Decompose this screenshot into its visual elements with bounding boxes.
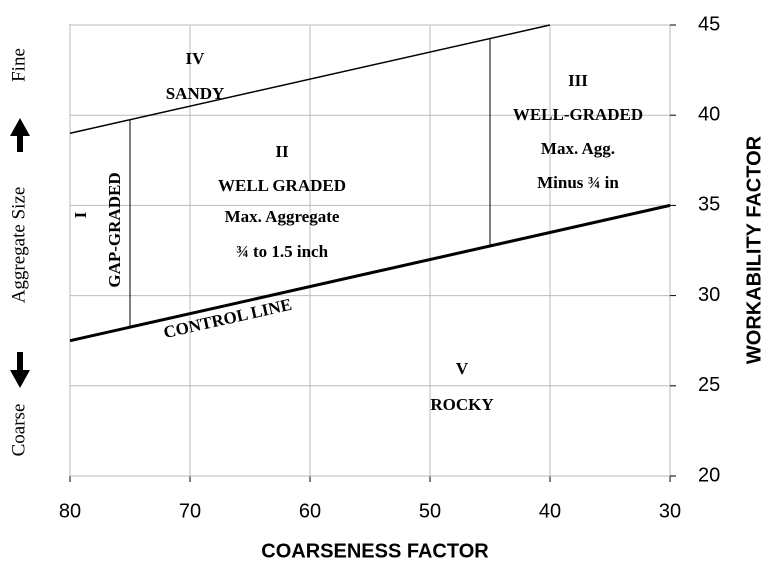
y-tick-label: 20 [698,464,720,486]
x-axis-label: COARSENESS FACTOR [261,540,489,562]
y-tick-label: 40 [698,103,720,125]
arrow-up [10,118,30,152]
line [69,203,671,343]
y-tick-label: 35 [698,194,720,216]
annotation: SANDY [166,84,225,103]
annotation: CONTROL LINE [162,295,294,342]
annotation: I [71,211,90,218]
annotation: WELL GRADED [218,176,346,195]
x-tick-label: 30 [659,500,681,522]
annotation: Max. Agg. [541,139,615,158]
plot-frame [69,24,671,477]
x-tick-label: 80 [59,500,81,522]
line [69,24,551,134]
annotation: II [275,142,289,161]
x-tick-label: 40 [539,500,561,522]
side-label: Fine [8,48,29,82]
side-label: Coarse [8,404,29,457]
x-tick-label: 70 [179,500,201,522]
annotation: ROCKY [430,395,493,414]
y-tick-label: 45 [698,13,720,35]
x-tick-label: 50 [419,500,441,522]
x-tick-label: 60 [299,500,321,522]
y-tick-label: 25 [698,374,720,396]
y-axis-label: WORKABILITY FACTOR [743,135,765,364]
y-tick-label: 30 [698,284,720,306]
annotation: Minus ¾ in [537,173,619,192]
annotation: IV [186,49,206,68]
arrow-down [10,352,30,388]
side-label: Aggregate Size [8,187,29,304]
annotation: WELL-GRADED [513,105,643,124]
annotation: Max. Aggregate [225,207,340,226]
annotation: V [456,359,469,378]
annotation: ¾ to 1.5 inch [236,242,329,261]
annotation: GAP-GRADED [105,172,124,287]
annotation: III [568,71,588,90]
